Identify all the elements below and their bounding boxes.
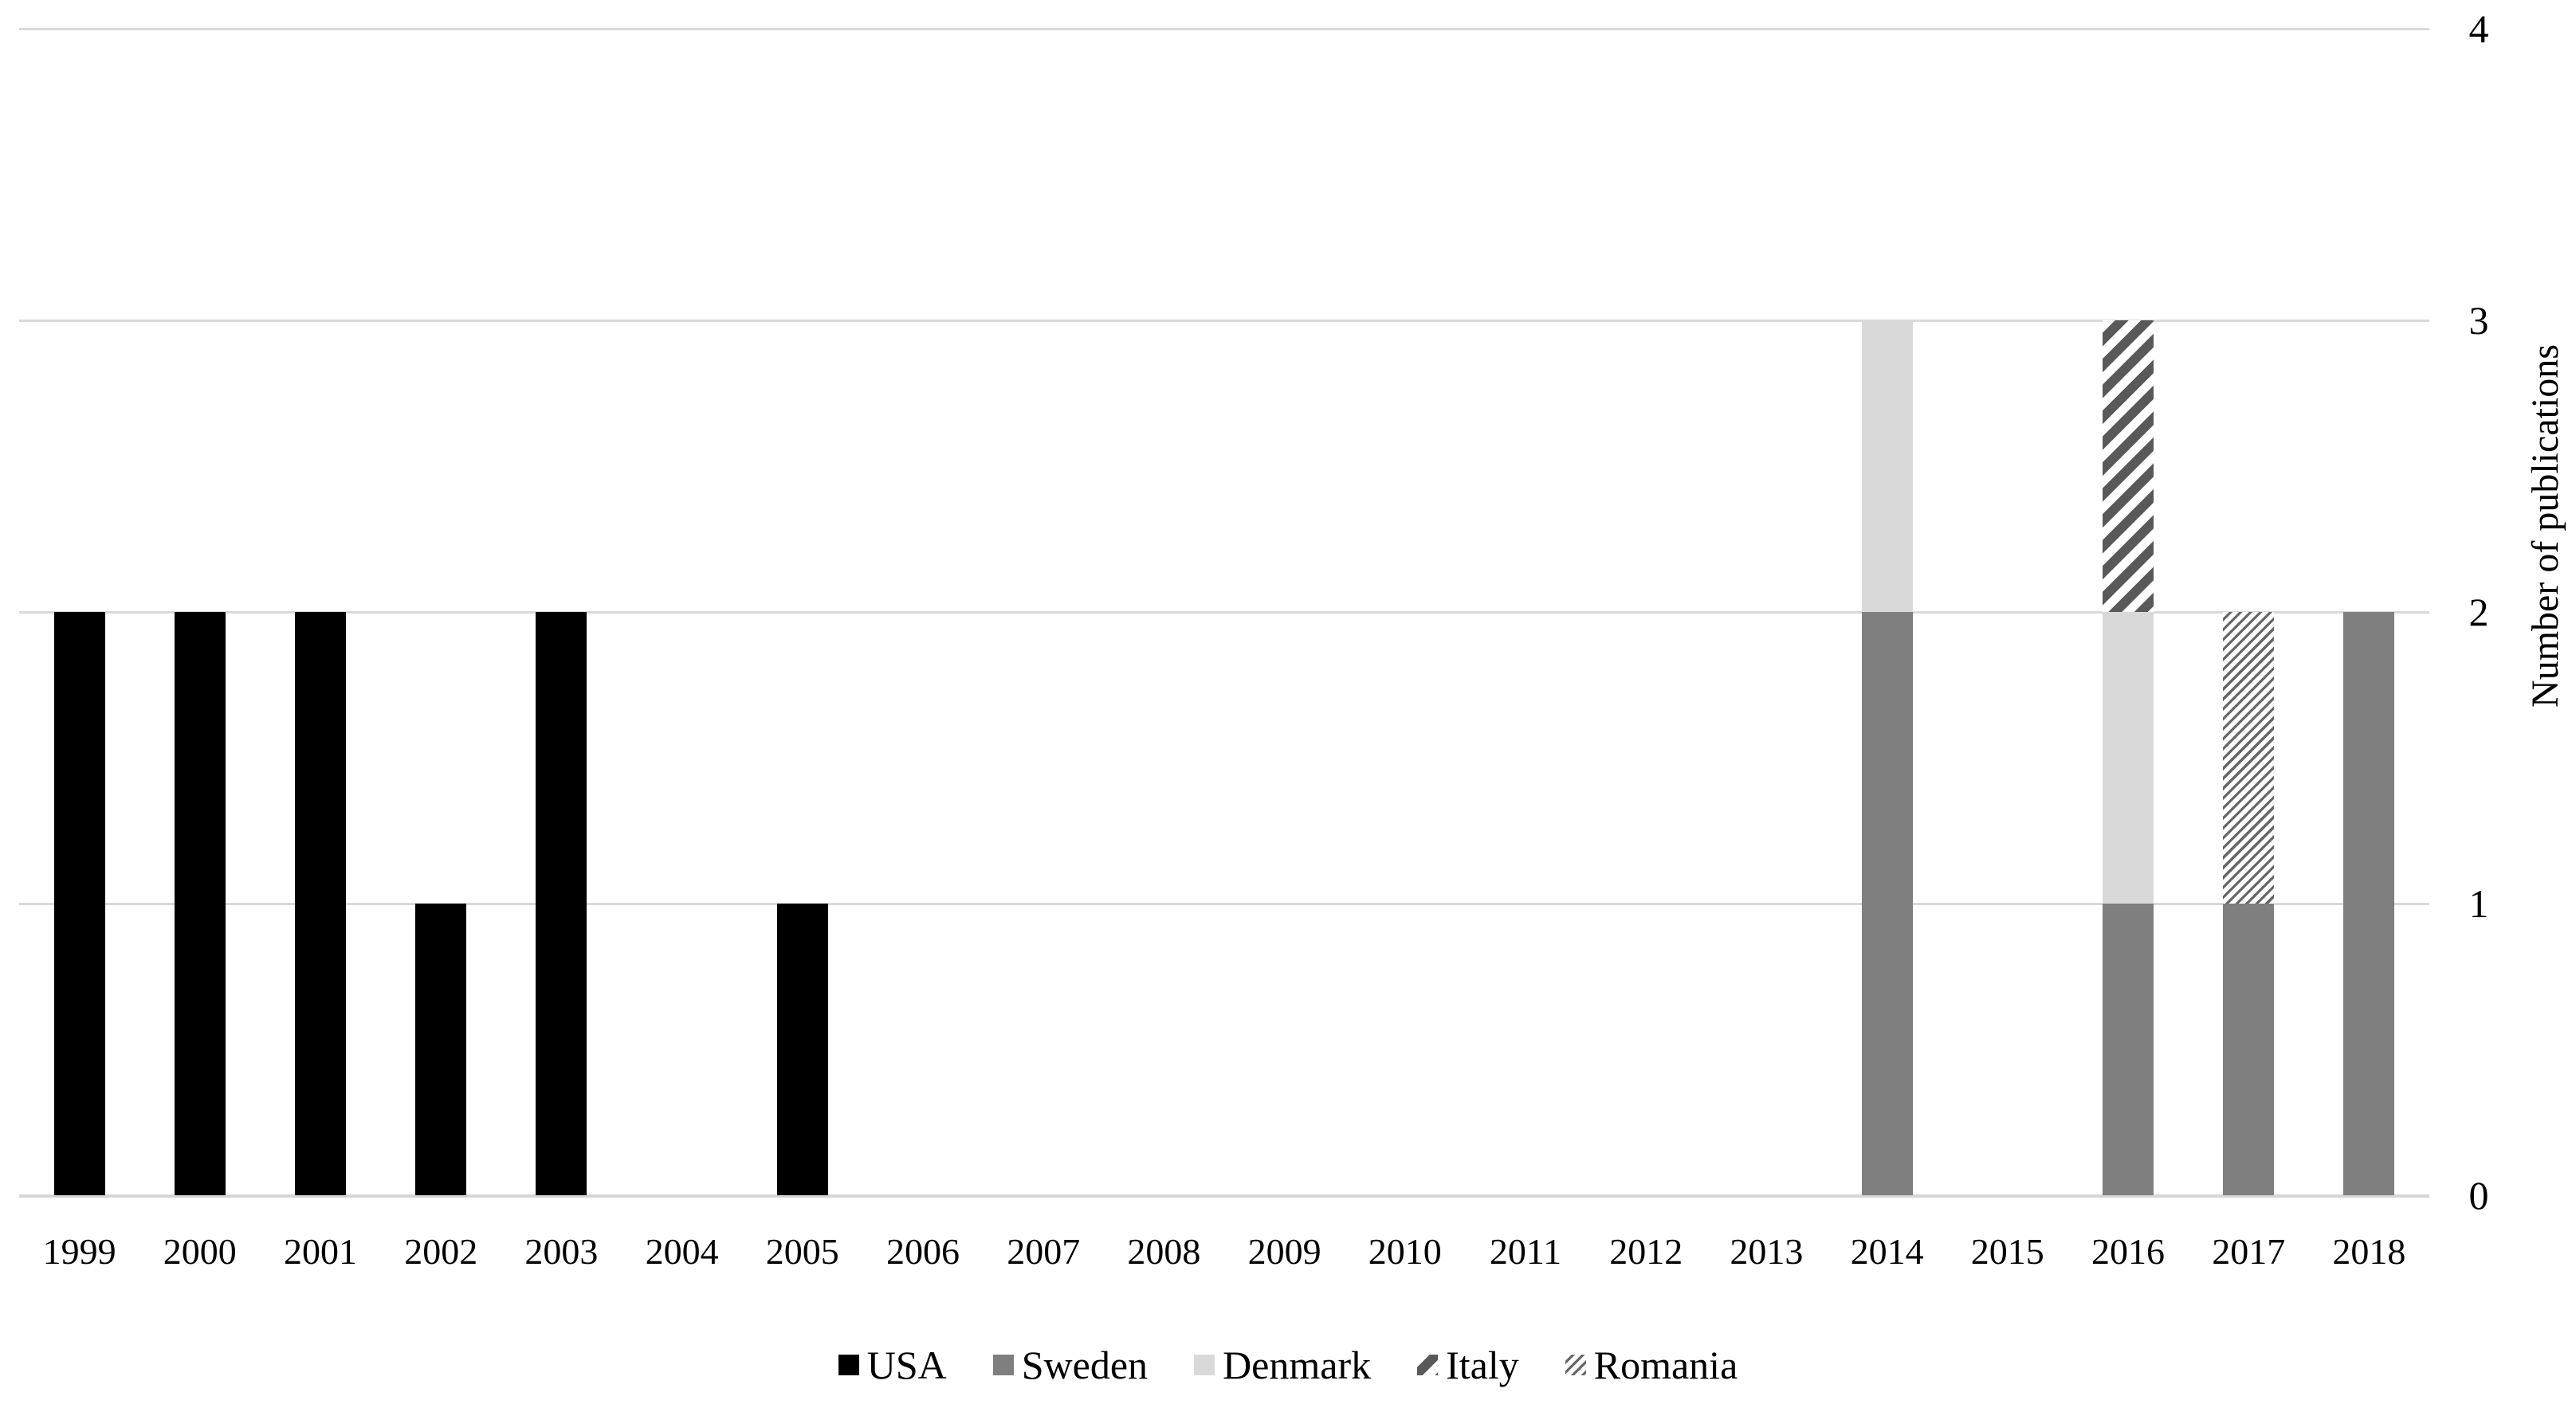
legend-label-denmark: Denmark: [1223, 1343, 1372, 1387]
x-tick-label-2017: 2017: [2212, 1231, 2286, 1272]
legend-label-usa: USA: [866, 1343, 947, 1387]
legend-item-denmark: Denmark: [1194, 1345, 1371, 1385]
x-tick-label-2002: 2002: [404, 1231, 478, 1272]
bar-segment-2003-usa: [536, 612, 587, 1195]
bar-segment-2017-romania: [2223, 612, 2275, 904]
legend-swatch-denmark: [1194, 1355, 1215, 1375]
x-tick-label-2016: 2016: [2091, 1231, 2165, 1272]
x-tick-label-2004: 2004: [645, 1231, 719, 1272]
x-tick-label-2008: 2008: [1127, 1231, 1201, 1272]
bar-segment-2016-denmark: [2103, 612, 2154, 904]
bar-segment-2000-usa: [174, 612, 226, 1195]
x-tick-label-2005: 2005: [765, 1231, 839, 1272]
bar-segment-2002-usa: [415, 904, 467, 1195]
legend-item-italy: Italy: [1417, 1345, 1519, 1385]
x-tick-label-2012: 2012: [1609, 1231, 1683, 1272]
x-tick-label-2010: 2010: [1368, 1231, 1442, 1272]
gridline-3: [19, 320, 2429, 322]
bar-segment-2005-usa: [776, 904, 828, 1195]
gridline-0: [19, 1194, 2429, 1198]
bar-segment-2017-sweden: [2223, 904, 2275, 1195]
y-axis-title: Number of publications: [2524, 344, 2566, 708]
legend-swatch-italy: [1417, 1355, 1439, 1375]
bar-segment-2014-denmark: [1861, 320, 1913, 612]
legend-item-sweden: Sweden: [992, 1343, 1149, 1387]
legend-swatch-romania: [1565, 1355, 1586, 1375]
gridline-1: [19, 903, 2429, 905]
bar-segment-2016-italy: [2103, 320, 2154, 612]
x-tick-label-2009: 2009: [1247, 1231, 1321, 1272]
x-tick-label-2014: 2014: [1850, 1231, 1924, 1272]
x-tick-label-2000: 2000: [163, 1231, 237, 1272]
bar-segment-2001-usa: [295, 612, 346, 1195]
x-tick-label-1999: 1999: [42, 1231, 116, 1272]
y-tick-label-4: 4: [2468, 6, 2489, 51]
bar-segment-2016-sweden: [2103, 904, 2154, 1195]
x-tick-label-2003: 2003: [524, 1231, 599, 1272]
x-tick-label-2015: 2015: [1970, 1231, 2044, 1272]
x-tick-label-2006: 2006: [886, 1231, 960, 1272]
x-tick-label-2001: 2001: [284, 1231, 357, 1272]
legend: USA Sweden Denmark Italy Romania: [0, 1345, 2576, 1385]
bar-segment-2018-sweden: [2343, 612, 2395, 1195]
legend-item-romania: Romania: [1565, 1345, 1738, 1385]
y-tick-label-1: 1: [2468, 881, 2489, 926]
legend-label-sweden: Sweden: [1021, 1343, 1149, 1387]
legend-swatch-usa: [838, 1355, 859, 1375]
x-tick-label-2007: 2007: [1007, 1231, 1081, 1272]
bar-segment-2014-sweden: [1861, 612, 1913, 1195]
legend-label-romania: Romania: [1593, 1343, 1738, 1387]
x-tick-label-2018: 2018: [2332, 1231, 2406, 1272]
x-tick-label-2011: 2011: [1489, 1231, 1562, 1272]
legend-swatch-sweden: [992, 1355, 1014, 1375]
bar-segment-1999-usa: [53, 612, 105, 1195]
y-tick-label-0: 0: [2468, 1173, 2489, 1218]
gridline-2: [19, 611, 2429, 614]
y-tick-label-2: 2: [2468, 590, 2489, 634]
legend-item-usa: USA: [838, 1345, 947, 1385]
y-tick-label-3: 3: [2468, 298, 2489, 343]
gridline-4: [19, 28, 2429, 30]
x-tick-label-2013: 2013: [1730, 1231, 1804, 1272]
legend-label-italy: Italy: [1446, 1343, 1519, 1387]
